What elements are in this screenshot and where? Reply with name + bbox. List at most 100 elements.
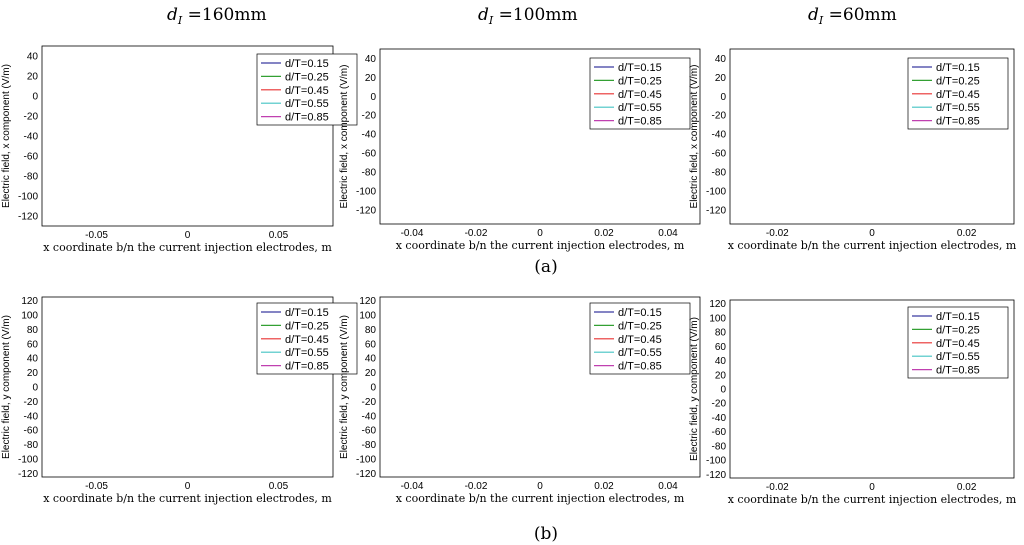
legend-label: d/T=0.25 xyxy=(285,71,329,83)
y-tick-label: 40 xyxy=(715,356,727,367)
legend-label: d/T=0.85 xyxy=(285,361,329,373)
y-tick-label: 0 xyxy=(720,385,726,396)
y-tick-label: -40 xyxy=(24,132,39,143)
legend-label: d/T=0.85 xyxy=(618,116,662,128)
y-axis-label: Electric field, x component (V/m) xyxy=(689,65,700,209)
y-tick-label: -20 xyxy=(24,112,39,123)
legend: d/T=0.15d/T=0.25 d/T=0.45d/T=0.55 d/T=0.85 xyxy=(256,302,358,375)
x-tick-label: 0 xyxy=(537,481,543,492)
y-tick-label: 120 xyxy=(21,296,38,307)
legend-label: d/T=0.45 xyxy=(618,89,662,101)
y-tick-label: -40 xyxy=(362,411,377,422)
y-tick-label: 20 xyxy=(27,368,39,379)
x-tick-label: 0 xyxy=(869,228,875,239)
y-tick-label: 120 xyxy=(709,299,726,310)
legend: d/T=0.15d/T=0.25 d/T=0.45d/T=0.55 d/T=0.85 xyxy=(256,53,358,126)
y-tick-label: -80 xyxy=(712,441,727,452)
y-tick-label: -100 xyxy=(356,186,376,197)
y-tick-label: 120 xyxy=(359,296,376,307)
y-axis-label: Electric field, x component (V/m) xyxy=(339,65,350,209)
y-tick-label: -80 xyxy=(362,440,377,451)
x-tick-label: 0.04 xyxy=(658,228,678,239)
y-tick-label: -20 xyxy=(712,111,727,122)
y-tick-label: 0 xyxy=(370,383,376,394)
x-tick-label: 0.02 xyxy=(957,482,977,493)
legend-label: d/T=0.15 xyxy=(285,58,329,70)
legend-label: d/T=0.55 xyxy=(618,102,662,114)
legend-label: d/T=0.25 xyxy=(285,320,329,332)
x-axis-label: x coordinate b/n the current injection e… xyxy=(396,239,685,252)
y-tick-label: 100 xyxy=(21,311,38,322)
legend-label: d/T=0.85 xyxy=(618,361,662,373)
x-tick-label: -0.04 xyxy=(401,481,424,492)
y-tick-label: -80 xyxy=(24,172,39,183)
x-axis-label: x coordinate b/n the current injection e… xyxy=(43,241,332,254)
y-tick-label: 100 xyxy=(709,313,726,324)
x-axis-label: x coordinate b/n the current injection e… xyxy=(728,239,1017,252)
x-axis-label: x coordinate b/n the current injection e… xyxy=(43,492,332,505)
y-tick-label: 100 xyxy=(359,311,376,322)
y-tick-label: -120 xyxy=(706,205,726,216)
x-tick-label: 0 xyxy=(185,230,191,241)
x-tick-label: 0 xyxy=(537,228,543,239)
y-tick-label: 60 xyxy=(365,339,377,350)
y-tick-label: -80 xyxy=(24,440,39,451)
legend-label: d/T=0.55 xyxy=(936,102,980,114)
y-tick-label: -120 xyxy=(706,470,726,481)
y-tick-label: -20 xyxy=(362,397,377,408)
y-tick-label: 40 xyxy=(27,52,39,63)
y-tick-label: -20 xyxy=(362,111,377,122)
legend-label: d/T=0.15 xyxy=(936,62,980,74)
y-tick-label: 0 xyxy=(32,92,38,103)
y-tick-label: 20 xyxy=(27,72,39,83)
y-tick-label: -20 xyxy=(24,397,39,408)
y-tick-label: -20 xyxy=(712,399,727,410)
y-tick-label: -80 xyxy=(712,167,727,178)
y-tick-label: 20 xyxy=(365,73,377,84)
y-tick-label: 60 xyxy=(27,339,39,350)
y-tick-label: -100 xyxy=(18,192,38,203)
chart-a1: 40 20 0 -20 -40 -60 -80 -100 -120 -0.05 0 0.05 d/T=0… xyxy=(1,45,358,254)
x-axis-label: x coordinate b/n the current injection e… xyxy=(396,492,685,505)
x-tick-label: 0.02 xyxy=(594,228,614,239)
y-tick-label: -40 xyxy=(712,130,727,141)
legend-label: d/T=0.55 xyxy=(285,347,329,359)
x-tick-label: 0.05 xyxy=(269,481,289,492)
legend-label: d/T=0.45 xyxy=(936,338,980,350)
chart-a3: 40 20 0 -20 -40 -60 -80 -100 -120 -0.02 0 0.02 d/T=0… xyxy=(689,48,1017,252)
legend-label: d/T=0.45 xyxy=(618,334,662,346)
x-tick-label: 0.02 xyxy=(594,481,614,492)
y-tick-label: -40 xyxy=(24,411,39,422)
y-tick-label: -100 xyxy=(706,456,726,467)
plots: 40 20 0 -20 -40 -60 -80 -100 -120 -0.05 0 0.05 d/T=0… xyxy=(1,45,1017,506)
y-tick-label: 20 xyxy=(715,370,727,381)
legend: d/T=0.15d/T=0.25 d/T=0.45d/T=0.55 d/T=0.85 xyxy=(589,57,691,130)
y-tick-label: -60 xyxy=(362,149,377,160)
legend-label: d/T=0.55 xyxy=(285,98,329,110)
y-tick-label: 80 xyxy=(365,325,377,336)
legend-label: d/T=0.15 xyxy=(618,62,662,74)
caption-a: (a) xyxy=(534,257,557,277)
chart-b3: 120 100 80 60 40 20 0 -20 -40 -60 -80 -100 -120 -0.02… xyxy=(689,299,1017,506)
y-tick-label: -60 xyxy=(24,152,39,163)
legend: d/T=0.15d/T=0.25 d/T=0.45d/T=0.55 d/T=0.85 xyxy=(907,306,1009,379)
legend: d/T=0.15d/T=0.25 d/T=0.45d/T=0.55 d/T=0.85 xyxy=(907,57,1009,130)
column-title-2: dI =100mm xyxy=(478,5,578,27)
y-tick-label: -120 xyxy=(356,205,376,216)
chart-b1: 120 100 80 60 40 20 0 -20 -40 -60 -80 -100 -120 -0.05… xyxy=(1,296,358,505)
y-tick-label: -120 xyxy=(18,212,38,223)
legend-label: d/T=0.25 xyxy=(936,324,980,336)
legend-label: d/T=0.15 xyxy=(936,311,980,323)
legend-label: d/T=0.45 xyxy=(285,334,329,346)
y-axis-label: Electric field, y component (V/m) xyxy=(339,315,350,459)
y-tick-label: 40 xyxy=(715,54,727,65)
legend-label: d/T=0.25 xyxy=(936,75,980,87)
x-tick-label: 0.04 xyxy=(658,481,678,492)
chart-b2: 120 100 80 60 40 20 0 -20 -40 -60 -80 -100 -120 -0.04… xyxy=(339,296,701,505)
y-tick-label: -100 xyxy=(706,186,726,197)
y-tick-label: 40 xyxy=(27,354,39,365)
legend-label: d/T=0.55 xyxy=(936,351,980,363)
column-title-3: dI =60mm xyxy=(808,5,897,27)
y-tick-label: -40 xyxy=(712,413,727,424)
y-tick-label: -60 xyxy=(362,426,377,437)
